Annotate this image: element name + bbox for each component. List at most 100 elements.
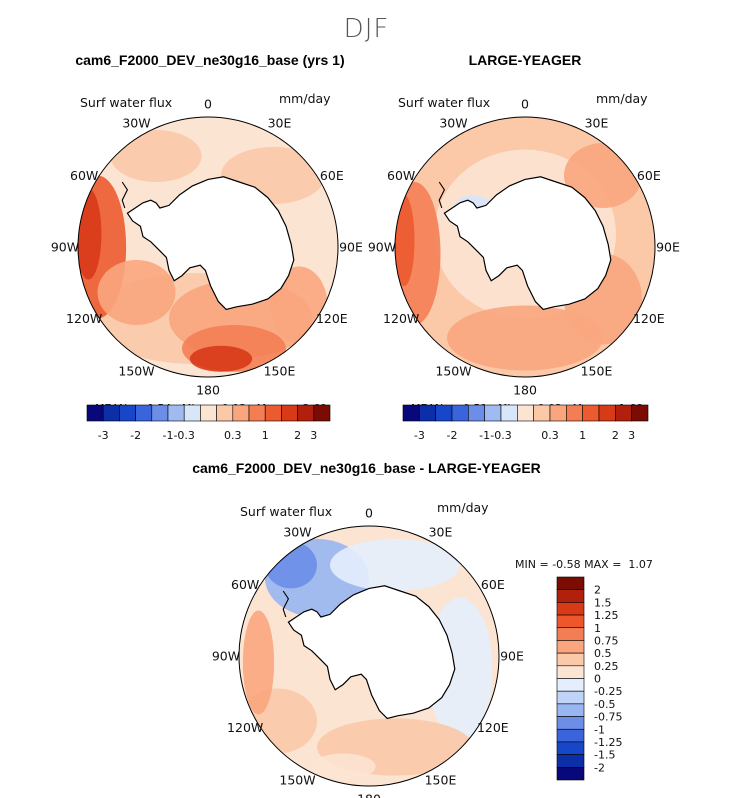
colorbar-tick-label: 0.25: [594, 660, 619, 673]
colorbar-swatch: [451, 404, 469, 422]
colorbar-swatch: [556, 602, 585, 616]
colorbar-tick-label: 0.5: [594, 647, 612, 660]
lon-label-30e: 30E: [268, 116, 292, 131]
panel2-colorbar: -3 -2 -1 -0.3 0.3 1 2 3: [402, 404, 649, 442]
lon-label-30w: 30W: [283, 525, 311, 540]
colorbar-swatch: [183, 404, 201, 422]
panel3-units: mm/day: [437, 500, 489, 515]
south-america-coast: [282, 590, 290, 618]
panel3-max-label: MAX =: [584, 558, 622, 571]
colorbar-swatch: [281, 404, 298, 422]
panel2-units: mm/day: [596, 91, 648, 106]
panel2-map-group: 0 30E 60E 90E 120E 150E 180 150W 120W 90W 60W 30W -3…: [368, 97, 680, 443]
lon-label-60e: 60E: [320, 168, 344, 183]
contour-region: [395, 195, 415, 286]
colorbar-swatch: [631, 404, 649, 422]
lon-label-60e: 60E: [481, 577, 505, 592]
panel3-max: 1.07: [628, 558, 653, 571]
panel3-stats: MIN = -0.58 MAX = 1.07: [508, 545, 653, 571]
lon-label-90w: 90W: [212, 649, 240, 664]
colorbar-swatch: [151, 404, 169, 422]
lon-label-180: 180: [196, 383, 220, 398]
colorbar-swatch: [582, 404, 600, 422]
lon-label-120e: 120E: [316, 311, 348, 326]
lon-label-180: 180: [513, 383, 537, 398]
colorbar-swatch: [556, 678, 585, 692]
colorbar-swatch: [500, 404, 518, 422]
colorbar-swatch: [556, 665, 585, 679]
lon-label-60w: 60W: [387, 168, 415, 183]
lon-label-0: 0: [204, 97, 212, 112]
colorbar-swatch: [615, 404, 632, 422]
lon-label-90e: 90E: [339, 240, 363, 255]
colorbar-swatch: [135, 404, 153, 422]
colorbar-tick-label: 1: [579, 429, 586, 442]
lon-label-60w: 60W: [231, 577, 259, 592]
colorbar-swatch: [556, 576, 585, 590]
contour-region: [189, 345, 253, 372]
colorbar-tick-label: 1.25: [594, 609, 619, 622]
colorbar-swatch: [598, 404, 616, 422]
panel2-contour-field: [395, 117, 655, 377]
colorbar-tick-label: -1.5: [594, 749, 615, 762]
colorbar-tick-label: -2: [594, 761, 605, 774]
map-boundary: [77, 116, 339, 378]
colorbar-swatch: [556, 614, 585, 629]
colorbar-swatch: [556, 754, 585, 768]
lon-label-150e: 150E: [425, 772, 457, 787]
colorbar-tick-label: 1.5: [594, 596, 612, 609]
colorbar-tick-label: -3: [98, 429, 109, 442]
map-boundary: [394, 116, 656, 378]
colorbar-tick-label: 3: [310, 429, 317, 442]
colorbar-swatch: [556, 627, 585, 641]
panel3-map-group: 030E60E90E120E150E180150W120W90W60W30W21…: [212, 506, 623, 798]
lon-label-120w: 120W: [227, 720, 263, 735]
panel1-variable: Surf water flux: [80, 95, 173, 110]
south-america-coast: [121, 181, 129, 209]
colorbar-swatch: [297, 404, 315, 422]
lon-label-30w: 30W: [122, 116, 150, 131]
colorbar-tick-label: -1: [163, 429, 174, 442]
contour-region: [97, 260, 176, 325]
contour-region: [242, 610, 275, 715]
colorbar-tick-label: -1: [479, 429, 490, 442]
colorbar-swatch: [556, 703, 585, 717]
colorbar-swatch: [232, 404, 250, 422]
lon-label-0: 0: [365, 506, 373, 521]
lon-label-60w: 60W: [70, 168, 98, 183]
colorbar-swatch: [248, 404, 266, 422]
colorbar-swatch: [556, 640, 585, 654]
panel1-map-group: 0 30E 60E 90E 120E 150E 180 150W 120W 90W 60W 30W -3…: [51, 97, 363, 443]
panel3-min-label: MIN =: [515, 558, 549, 571]
colorbar-tick-label: 2: [612, 429, 619, 442]
lon-label-150w: 150W: [279, 772, 315, 787]
colorbar-swatch: [556, 690, 585, 705]
lon-label-120e: 120E: [633, 311, 665, 326]
colorbar-swatch: [216, 404, 234, 422]
colorbar-tick-label: -0.3: [490, 429, 511, 442]
colorbar-tick-label: 1: [262, 429, 269, 442]
panel1-title: cam6_F2000_DEV_ne30g16_base (yrs 1): [75, 52, 345, 68]
lon-label-0: 0: [521, 97, 529, 112]
lon-label-150w: 150W: [435, 363, 471, 378]
colorbar-tick-label: -2: [130, 429, 141, 442]
colorbar-swatch: [556, 652, 585, 667]
colorbar-tick-label: 2: [594, 584, 601, 597]
colorbar-tick-label: -1.25: [594, 736, 622, 749]
lon-label-60e: 60E: [637, 168, 661, 183]
lon-label-90w: 90W: [51, 240, 79, 255]
colorbar-swatch: [402, 404, 420, 422]
panel2-title: LARGE-YEAGER: [468, 52, 582, 68]
figure-title: DJF: [343, 14, 390, 44]
panel1-contour-field: [78, 117, 338, 377]
colorbar-swatch: [419, 404, 436, 422]
contour-region: [110, 130, 202, 182]
colorbar-swatch: [102, 404, 120, 422]
colorbar-swatch: [313, 404, 331, 422]
lon-label-30e: 30E: [585, 116, 609, 131]
colorbar-tick-label: 0.75: [594, 634, 619, 647]
lon-label-120w: 120W: [383, 311, 419, 326]
panel3-contour-field: [239, 526, 499, 786]
colorbar-swatch: [566, 404, 583, 422]
lon-label-120e: 120E: [477, 720, 509, 735]
